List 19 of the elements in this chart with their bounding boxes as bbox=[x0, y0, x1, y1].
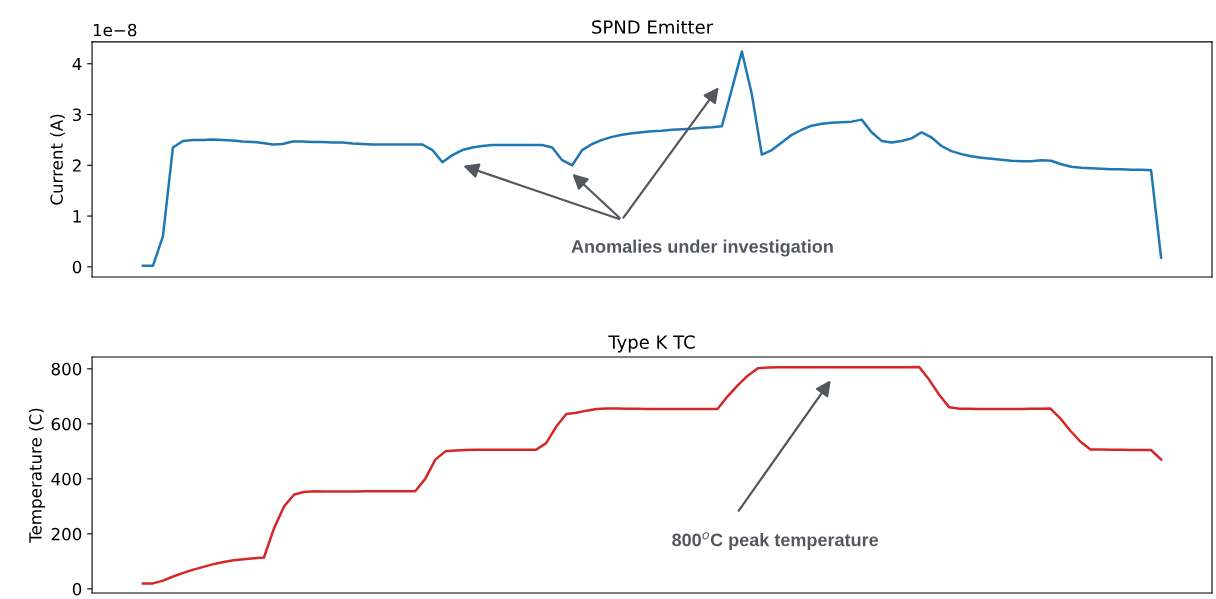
line-series bbox=[141, 365, 1163, 585]
y-tick-label: 2 bbox=[72, 159, 81, 172]
y-tick-label: 600 bbox=[51, 417, 82, 431]
y-tick-label: 3 bbox=[73, 108, 81, 122]
line-series bbox=[141, 50, 1163, 268]
y-axis-title: Temperature (C) bbox=[28, 408, 45, 543]
text: 1e−8 bbox=[93, 23, 137, 37]
y-tick-label: 4 bbox=[72, 57, 82, 71]
y-tick-label: 800 bbox=[51, 362, 82, 376]
annotation: Anomalies under investigation bbox=[571, 239, 833, 257]
y-tick-label: 400 bbox=[51, 472, 82, 486]
annotation: 800$^{o}$C peak temperature bbox=[672, 532, 879, 550]
y-tick-label: 200 bbox=[51, 527, 82, 541]
chart-title: SPND Emitter bbox=[592, 19, 714, 34]
chart-title: Type K TC bbox=[608, 335, 695, 353]
y-tick-label: 0 bbox=[72, 260, 82, 274]
y-tick-label: 0 bbox=[72, 582, 82, 596]
y-axis-title: Current (A) bbox=[50, 114, 65, 205]
y-tick-label: 1 bbox=[73, 210, 81, 223]
